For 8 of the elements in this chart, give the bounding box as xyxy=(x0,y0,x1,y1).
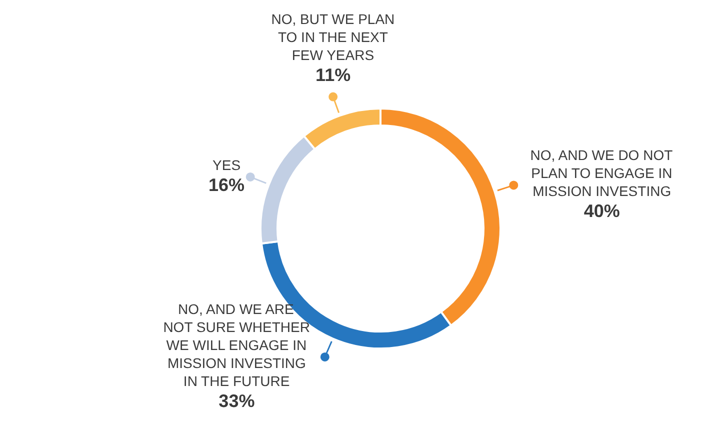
slice-label: NO, AND WE ARE NOT SURE WHETHER WE WILL ENGAGE IN MISSION INVESTING IN THE FUTURE xyxy=(163,300,310,389)
data-label: 16% xyxy=(208,174,245,195)
slice-label: NO, AND WE DO NOT PLAN TO ENGAGE IN MISSION INVESTING xyxy=(530,147,674,200)
slice-label: NO, BUT WE PLAN TO IN THE NEXT FEW YEARS xyxy=(271,10,395,63)
data-label: 11% xyxy=(316,64,351,85)
data-label: 40% xyxy=(584,201,620,222)
data-label: 33% xyxy=(218,390,255,411)
slice-label: YES xyxy=(212,156,241,173)
